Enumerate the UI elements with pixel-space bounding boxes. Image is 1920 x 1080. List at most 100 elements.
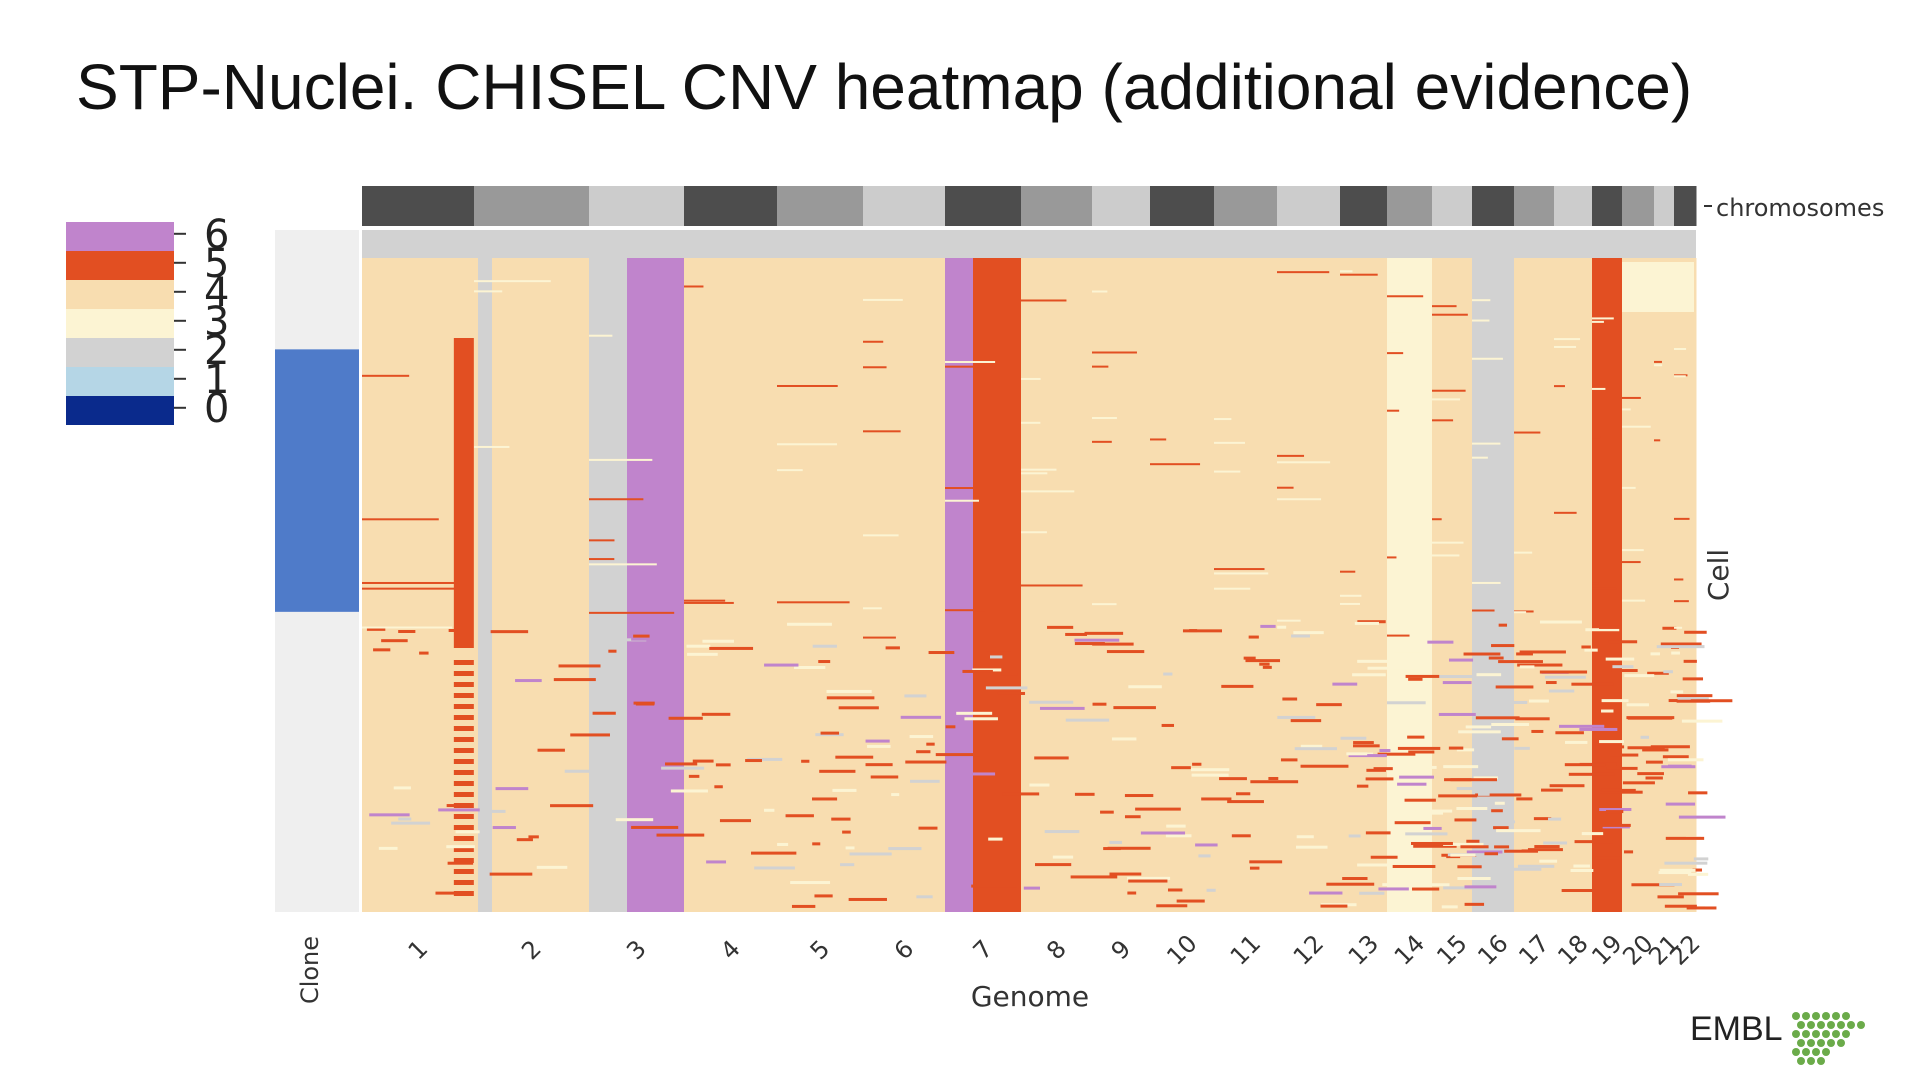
heatmap-cell (1534, 845, 1560, 849)
chromosome-block-3 (589, 186, 685, 226)
heatmap-cell (1165, 834, 1192, 838)
chromosome-tick-label-6: 6 (889, 935, 920, 966)
embl-logo-dot (1842, 1012, 1850, 1020)
heatmap-cell (1113, 706, 1156, 710)
heatmap-cell (1484, 852, 1499, 856)
heatmap-cell (553, 678, 596, 682)
cnv-segment (453, 715, 474, 720)
heatmap-cell (863, 340, 884, 343)
embl-logo-dot (1812, 1012, 1820, 1020)
x-axis-label: Genome (971, 980, 1089, 1013)
heatmap-cell (1473, 776, 1498, 780)
heatmap-cell (1387, 634, 1410, 637)
heatmap-cell (777, 384, 838, 387)
heatmap-cell (706, 860, 727, 864)
heatmap-cell (570, 733, 610, 737)
heatmap-cell (589, 611, 675, 614)
embl-logo-dot (1797, 1021, 1805, 1029)
heatmap-cell (1554, 385, 1565, 388)
heatmap-cell (1182, 629, 1223, 633)
cnv-segment (627, 258, 684, 912)
heatmap-cell (1564, 763, 1606, 767)
heatmap-cell (1001, 672, 1018, 676)
chromosome-tick-label-7: 7 (968, 935, 999, 966)
cnv-segment (1482, 258, 1492, 912)
heatmap-cell (1606, 810, 1624, 814)
heatmap-cell (1231, 834, 1251, 838)
heatmap-cell (1464, 885, 1497, 889)
heatmap-cell (702, 639, 734, 643)
heatmap-cell (777, 601, 850, 604)
heatmap-cell (589, 458, 653, 461)
heatmap-cell (1250, 780, 1299, 784)
heatmap-cell (1432, 675, 1473, 679)
heatmap-cell (684, 285, 704, 288)
heatmap-cell (1491, 723, 1529, 727)
heatmap-cell (631, 637, 652, 641)
chromosome-tick-label-3: 3 (621, 935, 652, 966)
embl-logo-dot (1807, 1057, 1815, 1065)
heatmap-cell (1214, 441, 1246, 444)
heatmap-cell (1660, 642, 1702, 646)
heatmap-cell (448, 628, 458, 632)
heatmap-cell (1531, 729, 1544, 733)
heatmap-cell (1579, 727, 1618, 731)
heatmap-cell (1413, 844, 1457, 848)
heatmap-cell (1427, 640, 1454, 644)
heatmap-cell (1365, 777, 1394, 781)
heatmap-cell (1124, 794, 1154, 798)
heatmap-cell (1171, 766, 1191, 770)
chromosome-tick-label-17: 17 (1513, 929, 1554, 970)
cnv-segment (453, 748, 474, 753)
heatmap-cell (1662, 626, 1677, 630)
heatmap-cell (1192, 762, 1202, 766)
heatmap-cell (1624, 674, 1655, 678)
heatmap-cell (985, 686, 1028, 690)
heatmap-cell (1128, 879, 1168, 883)
cnv-segment (453, 803, 474, 808)
chromosome-column-15 (1432, 258, 1473, 912)
heatmap-cell (1092, 440, 1112, 443)
heatmap-cell (1693, 857, 1709, 861)
chromosome-tick-label-2: 2 (516, 935, 547, 966)
heatmap-cell (393, 786, 411, 790)
heatmap-cell (840, 863, 855, 867)
heatmap-cell (1425, 765, 1437, 769)
heatmap-cell (1456, 787, 1491, 791)
heatmap-cell (1667, 758, 1704, 762)
colorbar-tick-label: 1 (204, 357, 229, 403)
heatmap-cell (1236, 792, 1251, 796)
heatmap-cell (945, 725, 956, 729)
heatmap-cell (945, 609, 985, 612)
heatmap-cell (801, 759, 810, 763)
heatmap-cell (1432, 554, 1460, 557)
heatmap-cell (1140, 831, 1186, 835)
colorbar-swatch-0 (66, 396, 174, 425)
heatmap-cell (1657, 895, 1684, 899)
heatmap-cell (832, 788, 857, 792)
embl-logo-dot (1802, 1030, 1810, 1038)
heatmap-cell (1493, 826, 1509, 830)
heatmap-cell (1353, 741, 1374, 745)
heatmap-cell (1348, 754, 1387, 758)
chromosome-block-19 (1592, 186, 1623, 226)
heatmap-cell (1370, 855, 1398, 859)
heatmap-cell (1688, 791, 1708, 795)
heatmap-cell (398, 630, 416, 634)
heatmap-cell (1663, 670, 1673, 674)
cnv-segment (453, 726, 474, 731)
heatmap-cell (1570, 868, 1594, 872)
heatmap-cell (971, 884, 1017, 888)
embl-logo-dot (1832, 1030, 1840, 1038)
heatmap-cell (764, 663, 799, 667)
heatmap-cell (1295, 845, 1328, 849)
heatmap-cell (1029, 783, 1050, 787)
heatmap-cell (665, 762, 698, 766)
heatmap-cell (1571, 682, 1614, 686)
cnv-segment (453, 671, 474, 676)
heatmap-cell (985, 648, 1012, 652)
heatmap-cell (1277, 461, 1331, 464)
embl-logo-dot (1822, 1012, 1830, 1020)
chromosome-tick-label-11: 11 (1225, 929, 1266, 970)
